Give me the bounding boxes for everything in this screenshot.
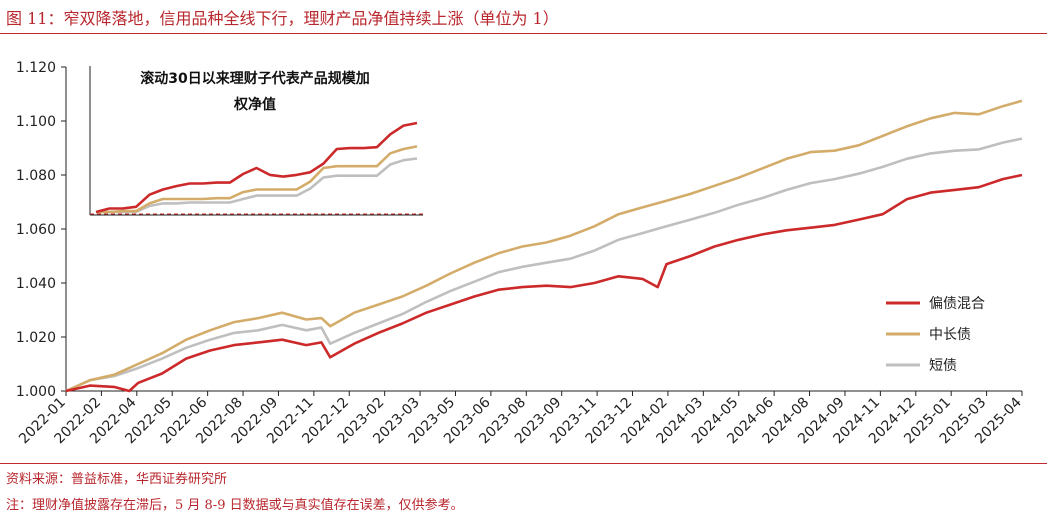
inset-series-line-0	[95, 121, 418, 214]
y-tick-label: 1.120	[16, 60, 56, 76]
y-tick-label: 1.020	[16, 330, 56, 346]
inset-title-line2: 权净值	[233, 96, 276, 113]
figure-title: 图 11：窄双降落地，信用品种全线下行，理财产品净值持续上涨（单位为 1）	[6, 9, 559, 28]
inset-series-line-2	[96, 157, 418, 214]
legend-label: 短债	[929, 358, 957, 374]
series-lines	[65, 99, 1023, 393]
footer-divider	[0, 463, 1047, 464]
chart-axes	[65, 67, 1022, 392]
title-divider	[0, 33, 1047, 34]
inset-title-line1: 滚动30日以来理财子代表产品规模加	[140, 70, 369, 87]
y-tick-label: 1.000	[16, 384, 56, 400]
legend-label: 中长债	[929, 327, 971, 343]
series-line-2	[65, 137, 1023, 393]
y-axis-ticks: 1.000 1.020 1.040 1.060 1.080 1.100 1.120	[16, 60, 66, 400]
y-tick-label: 1.080	[16, 168, 56, 184]
inset-series-lines	[95, 121, 418, 214]
legend-label: 偏债混合	[929, 296, 985, 312]
inset-axes	[89, 66, 423, 216]
y-tick-label: 1.040	[16, 276, 56, 292]
line-chart: 1.000 1.020 1.040 1.060 1.080 1.100 1.120 2022…	[16, 60, 1025, 447]
source-note: 资料来源：普益标准，华西证券研究所	[6, 472, 228, 487]
series-line-0	[65, 173, 1023, 393]
inset-series-line-1	[96, 145, 418, 214]
inset-chart: 滚动30日以来理财子代表产品规模加 权净值	[89, 66, 423, 216]
x-axis-ticks: 2022-012022-022022-042022-052022-062022-…	[16, 391, 1025, 447]
series-line-1	[65, 99, 1023, 393]
footnote: 注：理财净值披露存在滞后，5 月 8-9 日数据或与真实值存在误差，仅供参考。	[6, 498, 464, 513]
y-tick-label: 1.100	[16, 114, 56, 130]
y-tick-label: 1.060	[16, 222, 56, 238]
